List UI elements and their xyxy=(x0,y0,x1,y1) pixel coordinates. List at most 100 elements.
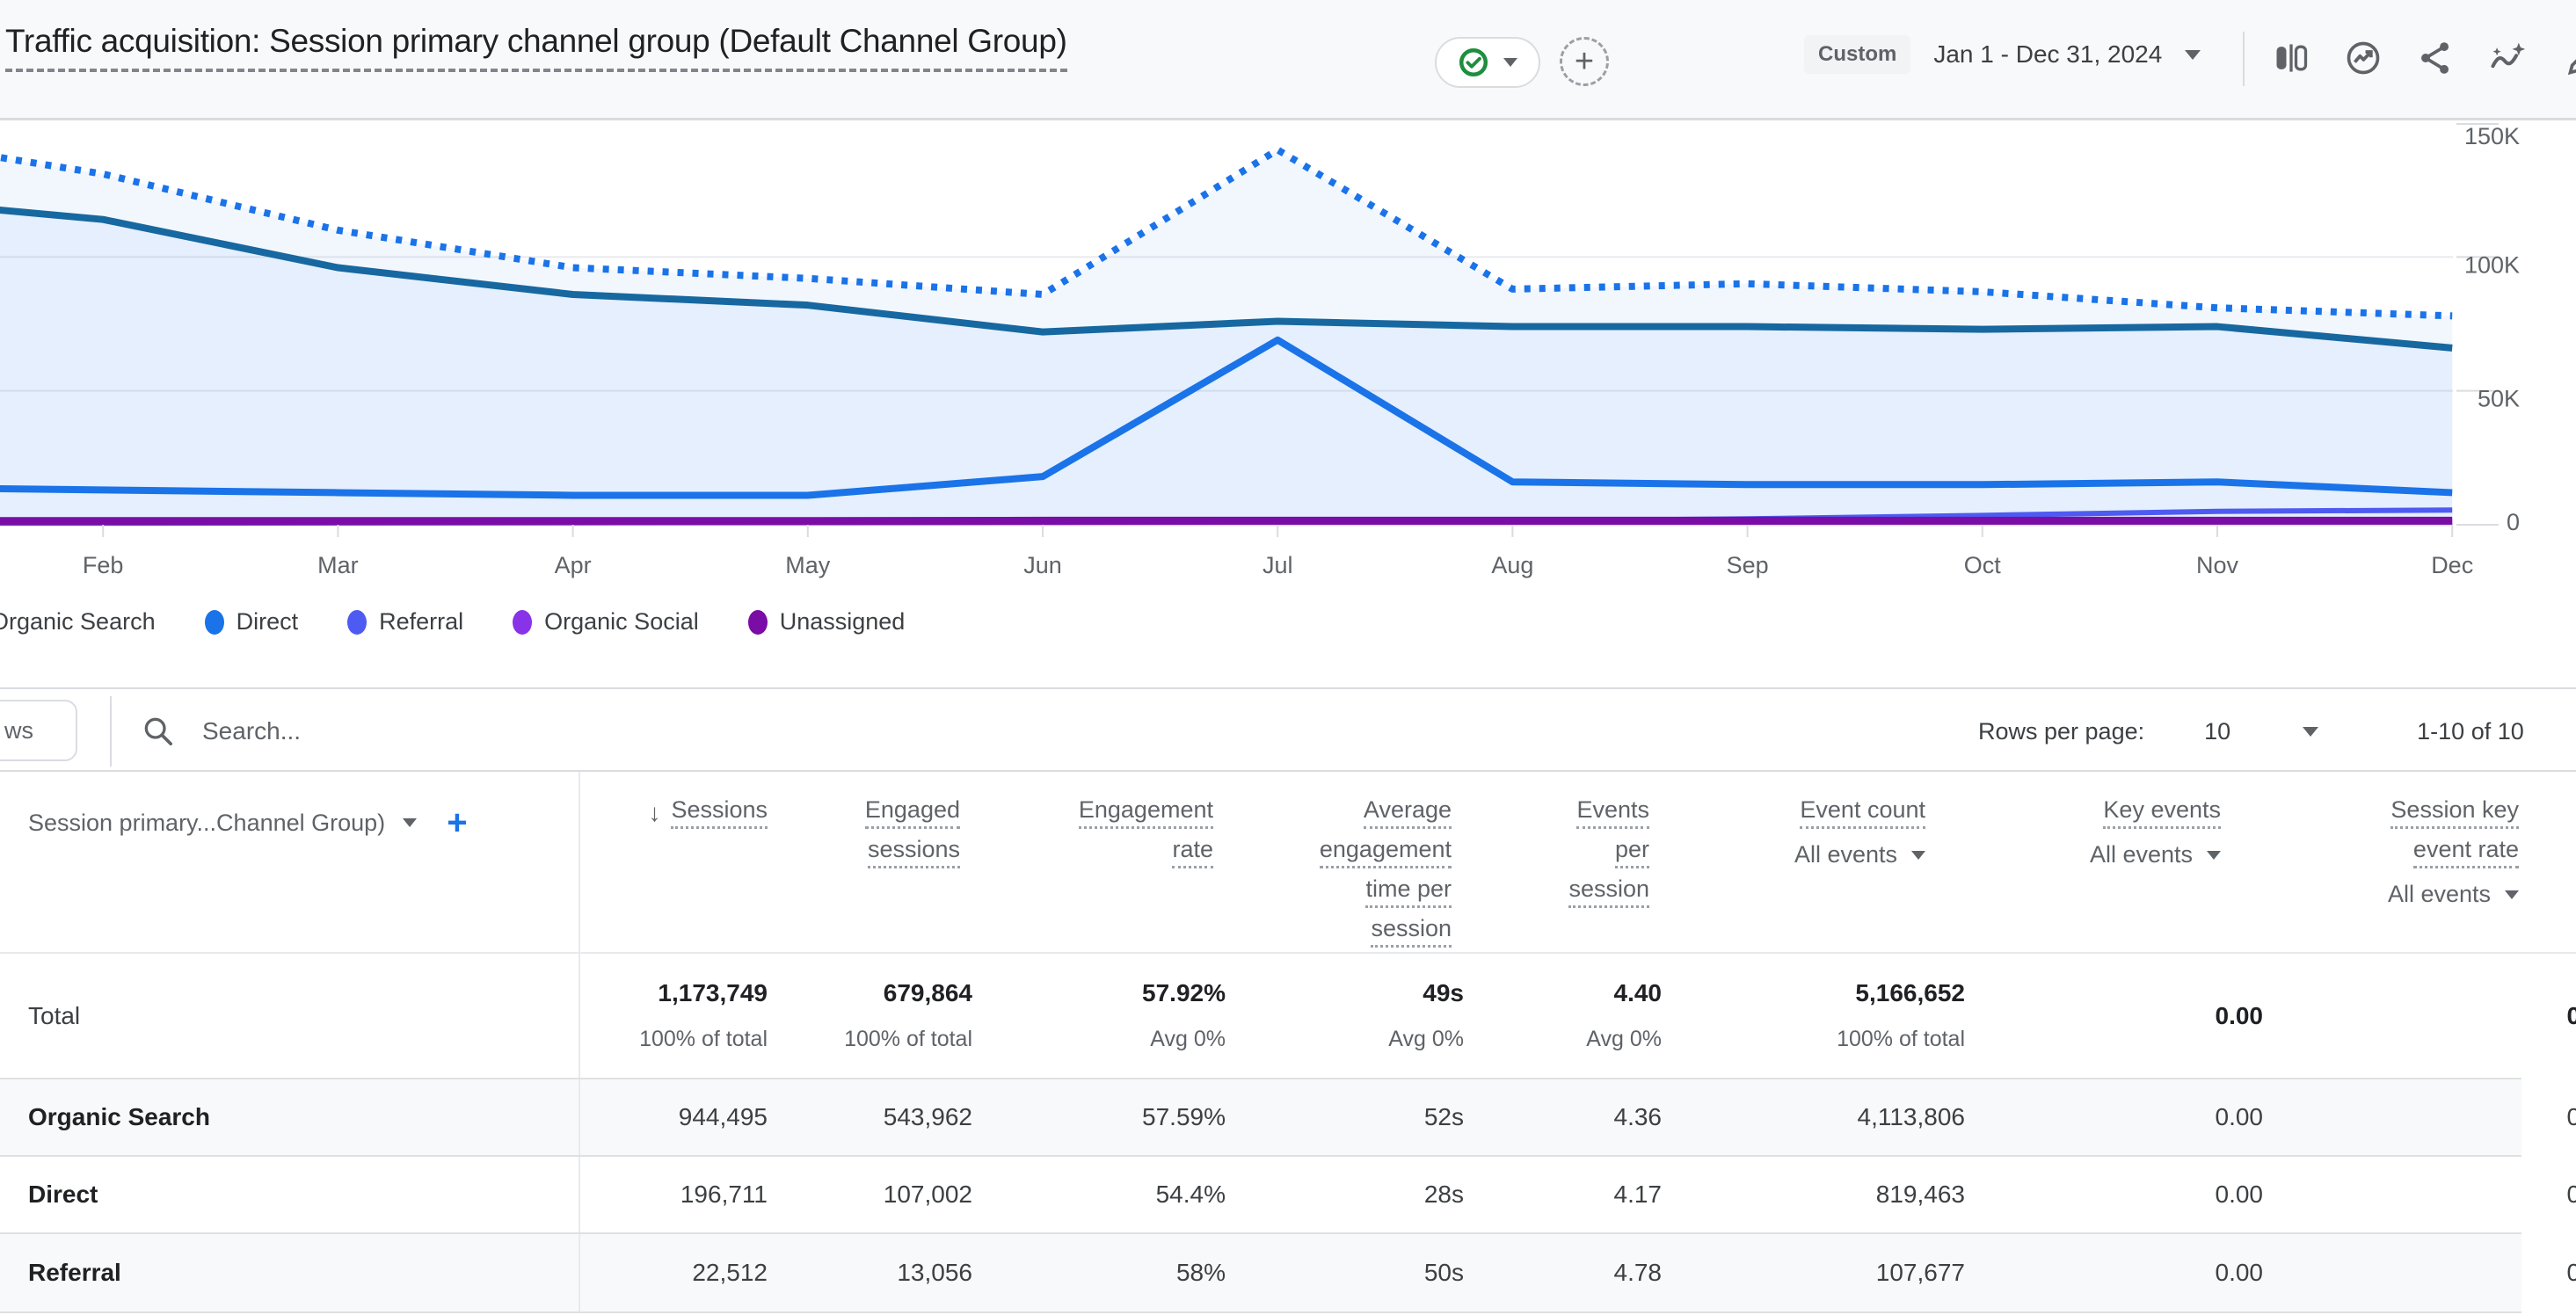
table-search[interactable]: Search... xyxy=(141,689,301,774)
report-title[interactable]: Traffic acquisition: Session primary cha… xyxy=(5,23,1067,72)
plus-icon: + xyxy=(1574,43,1595,80)
metric-cell: 0.00 xyxy=(2263,1234,2576,1311)
metric-header-event-count[interactable]: Event count All events xyxy=(1662,772,1965,952)
filter-caret-icon xyxy=(2207,850,2221,860)
series-line-direct xyxy=(0,336,2453,499)
metric-cell: 679,864 100% of total xyxy=(768,954,972,1078)
table-row-direct[interactable]: Direct 196,711 107,002 54.4% 28s 4.17 819,463 0… xyxy=(0,1157,2576,1234)
filter-label: All events xyxy=(2387,881,2491,907)
metric-header-key-events[interactable]: Key events All events xyxy=(1965,772,2263,952)
rows-per-page-value[interactable]: 10 xyxy=(2204,717,2231,745)
metric-cell: 58% xyxy=(972,1234,1226,1311)
table-body: Total 1,173,749 100% of total 679,864 100% o… xyxy=(0,954,2576,1313)
metric-value: 0.00 xyxy=(2566,1001,2576,1029)
comparison-icon[interactable] xyxy=(2268,35,2314,81)
metric-value: 4,113,806 xyxy=(1857,1103,1966,1130)
edit-pencil-icon[interactable] xyxy=(2562,35,2576,81)
header-line: Session key xyxy=(2390,796,2519,829)
metric-cell: 0.00 xyxy=(2263,1079,2576,1155)
plot-rows-chip-partial[interactable]: ws xyxy=(0,700,77,761)
rows-per-page-caret-icon[interactable] xyxy=(2303,726,2319,737)
table-header-row: Session primary...Channel Group) + ↓ Sess… xyxy=(0,772,2576,954)
metric-header-engagement-rate[interactable]: Engagement rate xyxy=(972,772,1226,952)
legend-item[interactable]: Referral xyxy=(347,608,463,636)
filter-label: All events xyxy=(1794,841,1897,868)
header-line: Engagement xyxy=(1078,796,1213,829)
dimension-header-label[interactable]: Session primary...Channel Group) xyxy=(28,809,386,836)
header-line: rate xyxy=(1172,836,1213,868)
header-line: Event count xyxy=(1800,796,1925,829)
metric-value: 4.36 xyxy=(1613,1103,1663,1130)
x-axis-label: Oct xyxy=(1964,552,2002,578)
filter-caret-icon xyxy=(2505,890,2519,899)
report-header-bar: Traffic acquisition: Session primary cha… xyxy=(0,0,2576,120)
metric-value: 54.4% xyxy=(1155,1181,1226,1208)
legend-dot-icon xyxy=(204,609,224,635)
search-input[interactable]: Search... xyxy=(202,717,302,745)
metric-value: 13,056 xyxy=(897,1259,972,1286)
metric-cell: 5,166,652 100% of total xyxy=(1662,954,1965,1078)
metric-cell: 57.59% xyxy=(972,1079,1226,1155)
legend-item[interactable]: Organic Search xyxy=(0,608,156,636)
header-line: Average xyxy=(1363,796,1452,829)
metric-cell: 4.40 Avg 0% xyxy=(1464,954,1662,1078)
metric-cell: 28s xyxy=(1226,1157,1464,1232)
metric-header-events-per-session[interactable]: Events per session xyxy=(1464,772,1662,952)
metric-cell: 13,056 xyxy=(768,1234,972,1311)
metric-subvalue: Avg 0% xyxy=(1586,1027,1662,1051)
metric-filter-dropdown[interactable]: All events xyxy=(2388,881,2519,908)
metric-subvalue: 100% of total xyxy=(844,1027,972,1051)
metric-cell: 0.00 xyxy=(1965,954,2264,1078)
metric-header-sessions[interactable]: ↓ Sessions xyxy=(580,772,768,952)
metric-value: 543,962 xyxy=(883,1103,972,1130)
area-fill xyxy=(0,149,2453,525)
metric-cell: 4,113,806 xyxy=(1662,1079,1966,1155)
legend-item[interactable]: Direct xyxy=(204,608,299,636)
metric-value: 107,002 xyxy=(883,1181,972,1208)
metric-cell: 107,677 xyxy=(1662,1234,1965,1311)
plot-rows-chip-label: ws xyxy=(4,716,33,744)
metric-filter-dropdown[interactable]: All events xyxy=(2090,841,2221,868)
add-comparison-button[interactable]: + xyxy=(1560,37,1609,86)
metric-value: 107,677 xyxy=(1875,1259,1965,1286)
insights-icon[interactable] xyxy=(2340,35,2386,81)
row-label: Direct xyxy=(28,1181,98,1208)
dimension-caret-icon[interactable] xyxy=(403,818,418,827)
add-dimension-icon[interactable]: + xyxy=(447,803,468,842)
x-axis-label: Sep xyxy=(1727,552,1769,578)
toolbar-divider xyxy=(110,696,112,766)
metric-value: 0.00 xyxy=(2215,1001,2264,1029)
legend-label: Referral xyxy=(379,608,464,635)
metric-value: 49s xyxy=(1423,979,1464,1006)
metric-subvalue: Avg 0% xyxy=(1150,1027,1226,1051)
metric-header-engaged-sessions[interactable]: Engaged sessions xyxy=(768,772,972,952)
legend-item[interactable]: Unassigned xyxy=(747,608,905,636)
share-icon[interactable] xyxy=(2412,35,2458,81)
x-axis-label: Apr xyxy=(555,552,592,578)
sparkline-insights-icon[interactable] xyxy=(2485,35,2530,81)
report-verified-badge[interactable] xyxy=(1435,37,1540,88)
check-circle-icon xyxy=(1459,47,1488,77)
legend-label: Organic Social xyxy=(544,608,699,635)
metric-cell: 819,463 xyxy=(1662,1157,1965,1232)
header-line: Events xyxy=(1576,796,1649,829)
metric-header-average-engagement-time-per-session[interactable]: Average engagement time per session xyxy=(1226,772,1464,952)
dimension-cell: Total xyxy=(0,954,580,1078)
legend-item[interactable]: Organic Social xyxy=(513,608,699,636)
series-line-organic-search xyxy=(0,206,2453,352)
metric-subvalue: 100% of total xyxy=(639,1027,768,1051)
metric-filter-dropdown[interactable]: All events xyxy=(1794,841,1925,868)
header-line: session xyxy=(1371,915,1452,948)
date-range-picker[interactable]: Custom Jan 1 - Dec 31, 2024 xyxy=(1804,35,2201,74)
filter-caret-icon xyxy=(1911,850,1925,860)
legend-label: Direct xyxy=(236,608,299,635)
y-axis-label: 100K xyxy=(2464,251,2520,278)
x-axis-label: Jun xyxy=(1023,552,1062,578)
metric-value: 196,711 xyxy=(680,1181,768,1208)
table-row-organic-search[interactable]: Organic Search 944,495 543,962 57.59% 52s 4.3… xyxy=(0,1079,2576,1157)
table-row-total[interactable]: Total 1,173,749 100% of total 679,864 100% o… xyxy=(0,954,2576,1079)
table-row-referral[interactable]: Referral 22,512 13,056 58% 50s 4.78 107,677 0.0… xyxy=(0,1234,2576,1313)
metric-header-session-key-event-rate[interactable]: Session key event rate All events xyxy=(2263,772,2576,952)
row-label: Total xyxy=(28,1001,81,1029)
